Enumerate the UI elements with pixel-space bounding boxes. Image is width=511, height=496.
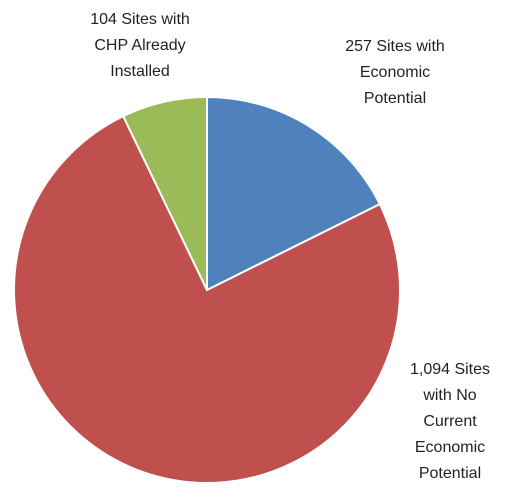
slice-label: Economic	[360, 64, 430, 81]
slice-label: with No	[422, 387, 476, 404]
slice-label: Economic	[415, 439, 485, 456]
slice-label: 104 Sites with	[90, 11, 190, 28]
slice-label: 1,094 Sites	[410, 361, 490, 378]
slice-label: Installed	[110, 63, 170, 80]
slice-label: 257 Sites with	[345, 38, 445, 55]
pie-slice	[206, 95, 382, 292]
slice-label: Potential	[419, 465, 481, 482]
slice-label: CHP Already	[94, 37, 185, 54]
pie-slice	[121, 95, 208, 291]
slice-label: Current	[423, 413, 477, 430]
slice-label: Potential	[364, 90, 426, 107]
pie-slice	[13, 114, 401, 484]
